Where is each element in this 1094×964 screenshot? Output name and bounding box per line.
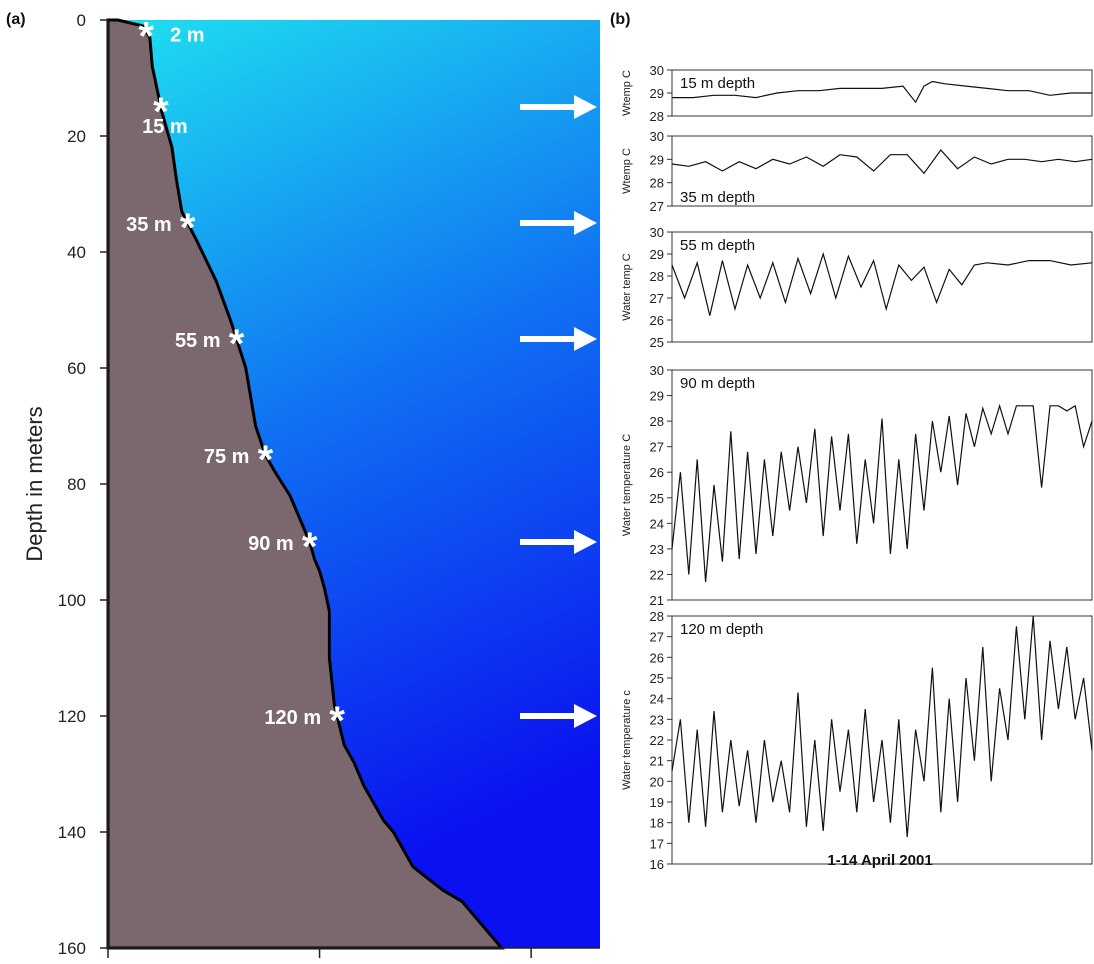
depth-tick-label: 120 xyxy=(58,707,86,726)
subplot-depth-title: 120 m depth xyxy=(680,621,763,638)
subplot-frame xyxy=(671,231,1093,343)
subplot-3: 25 26 27 28 29 30 55 m depth Water temp C xyxy=(621,225,1093,350)
temp-tick-label: 27 xyxy=(650,199,664,214)
temp-tick-label: 24 xyxy=(650,516,664,531)
date-range-label: 1-14 April 2001 xyxy=(827,852,932,869)
subplot-temp-axis-label: Wtemp C xyxy=(621,70,633,116)
depth-tick-label: 60 xyxy=(67,359,86,378)
sensor-depth-label: 55 m xyxy=(175,330,221,352)
sensor-star-icon: * xyxy=(329,699,345,743)
temp-tick-label: 22 xyxy=(650,567,664,582)
subplot-2: 27 28 29 30 35 m depth Wtemp C xyxy=(621,129,1093,214)
temp-tick-label: 25 xyxy=(650,491,664,506)
sensor-star-icon: * xyxy=(302,525,318,569)
temp-tick-label: 29 xyxy=(650,389,664,404)
depth-tick-label: 80 xyxy=(67,475,86,494)
depth-arrow-icon xyxy=(520,704,597,728)
panel-a-label: (a) xyxy=(6,11,26,28)
depth-arrow-icon xyxy=(520,327,597,351)
sensor-star-icon: * xyxy=(229,322,245,366)
temp-tick-label: 28 xyxy=(650,609,664,624)
temp-tick-label: 28 xyxy=(650,414,664,429)
depth-tick-label: 160 xyxy=(58,939,86,958)
depth-tick-label: 40 xyxy=(67,243,86,262)
temp-tick-label: 18 xyxy=(650,816,664,831)
sensor-depth-label: 15 m xyxy=(142,116,188,138)
temp-tick-label: 27 xyxy=(650,291,664,306)
depth-tick-label: 140 xyxy=(58,823,86,842)
temp-tick-label: 28 xyxy=(650,269,664,284)
temperature-series-line xyxy=(671,615,1093,838)
subplot-depth-title: 35 m depth xyxy=(680,189,755,206)
temp-tick-label: 17 xyxy=(650,836,664,851)
subplot-1: 28 29 30 15 m depth Wtemp C xyxy=(621,63,1093,124)
temperature-series-line xyxy=(671,403,1093,583)
subplot-depth-title: 55 m depth xyxy=(680,237,755,254)
subplot-frame xyxy=(671,135,1093,207)
temperature-series-line xyxy=(671,149,1093,175)
sensor-depth-label: 75 m xyxy=(204,446,250,468)
sensor-star-icon: * xyxy=(153,90,169,134)
temp-tick-label: 26 xyxy=(650,650,664,665)
temperature-subplots: 28 29 30 15 m depth Wtemp C 27 28 29 30 35 m dept… xyxy=(621,63,1093,872)
temp-tick-label: 30 xyxy=(650,225,664,240)
temp-tick-label: 27 xyxy=(650,630,664,645)
depth-arrow-icon xyxy=(520,211,597,235)
depth-tick-label: 100 xyxy=(58,591,86,610)
subplot-depth-title: 90 m depth xyxy=(680,375,755,392)
temp-tick-label: 24 xyxy=(650,692,664,707)
temp-tick-label: 28 xyxy=(650,109,664,124)
sensor-depth-label: 2 m xyxy=(170,25,204,47)
temp-tick-label: 30 xyxy=(650,129,664,144)
subplot-depth-title: 15 m depth xyxy=(680,75,755,92)
temp-tick-label: 19 xyxy=(650,795,664,810)
temperature-series-line xyxy=(671,251,1093,316)
sensor-depth-label: 120 m xyxy=(264,707,321,729)
temp-tick-label: 30 xyxy=(650,363,664,378)
panel-a-depth-profile: (a) 0 20 40 60 80 100 120 140 160 Depth in meter… xyxy=(6,11,600,958)
temp-tick-label: 20 xyxy=(650,774,664,789)
temp-tick-label: 29 xyxy=(650,86,664,101)
temperature-series-line xyxy=(672,80,1092,104)
sensor-star-icon: * xyxy=(258,438,274,482)
depth-tick-label: 20 xyxy=(67,127,86,146)
temp-tick-label: 21 xyxy=(650,593,664,608)
seafloor-profile xyxy=(106,18,505,950)
subplot-5: 16 17 18 19 20 21 22 23 24 25 26 27 28 120 m depth Wat… xyxy=(621,609,1093,872)
subplot-temp-axis-label: Water temperature c xyxy=(621,690,633,790)
temp-tick-label: 25 xyxy=(650,671,664,686)
temp-tick-label: 25 xyxy=(650,335,664,350)
subplot-temp-axis-label: Wtemp C xyxy=(621,148,633,194)
depth-arrow-icon xyxy=(520,530,597,554)
temp-tick-label: 26 xyxy=(650,313,664,328)
temp-tick-label: 29 xyxy=(650,247,664,262)
temp-tick-label: 21 xyxy=(650,754,664,769)
temp-tick-label: 30 xyxy=(650,63,664,78)
sensor-depth-label: 35 m xyxy=(126,214,172,236)
temp-tick-label: 16 xyxy=(650,857,664,872)
temp-tick-label: 23 xyxy=(650,712,664,727)
temp-tick-label: 29 xyxy=(650,152,664,167)
temp-tick-label: 23 xyxy=(650,542,664,557)
sensor-star-icon: * xyxy=(138,15,154,59)
depth-axis-ticks: 0 20 40 60 80 100 120 140 160 xyxy=(58,11,532,958)
subplot-temp-axis-label: Water temp C xyxy=(621,253,633,320)
temp-tick-label: 22 xyxy=(650,733,664,748)
depth-arrows xyxy=(520,95,597,728)
subplot-4: 21 22 23 24 25 26 27 28 29 30 90 m depth Water temp… xyxy=(621,363,1093,608)
temp-tick-label: 26 xyxy=(650,465,664,480)
subplot-frame xyxy=(671,369,1093,601)
depth-tick-label: 0 xyxy=(77,11,86,30)
sensor-markers: * 2 m*15 m*35 m*55 m*75 m*90 m*120 m xyxy=(126,15,345,743)
sensor-star-icon: * xyxy=(180,206,196,250)
temp-tick-label: 28 xyxy=(650,176,664,191)
panel-b-temperature-series: (b) 28 29 30 15 m depth Wtemp C 27 28 29 30 35 m … xyxy=(610,11,1093,872)
panel-b-label: (b) xyxy=(610,11,630,28)
sensor-depth-label: 90 m xyxy=(248,533,294,555)
depth-axis-label: Depth in meters xyxy=(22,406,47,561)
temp-tick-label: 27 xyxy=(650,440,664,455)
depth-arrow-icon xyxy=(520,95,597,119)
subplot-temp-axis-label: Water temperature C xyxy=(621,434,633,536)
